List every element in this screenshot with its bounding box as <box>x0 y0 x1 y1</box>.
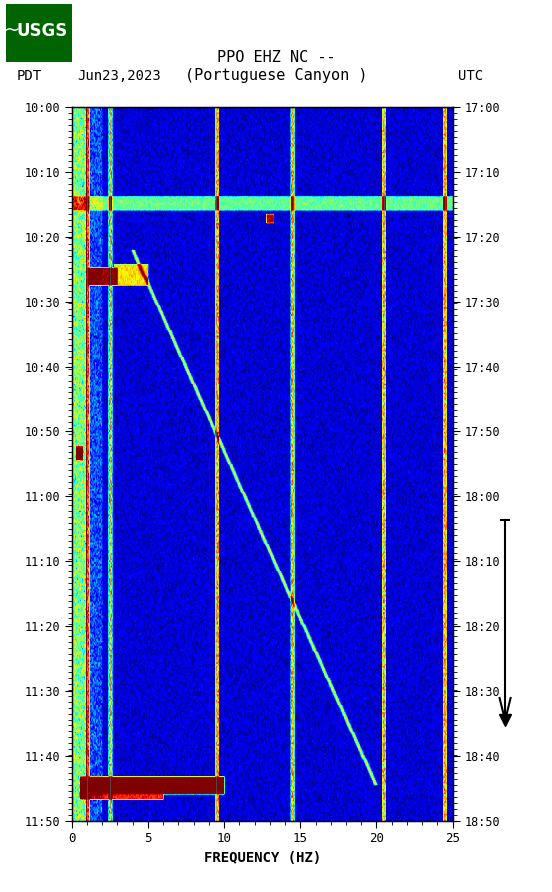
Text: USGS: USGS <box>17 21 67 39</box>
Text: Jun23,2023: Jun23,2023 <box>77 69 161 83</box>
Text: ~: ~ <box>4 21 20 40</box>
Text: PPO EHZ NC --: PPO EHZ NC -- <box>217 51 335 65</box>
Text: UTC: UTC <box>458 69 484 83</box>
Text: PDT: PDT <box>17 69 42 83</box>
FancyBboxPatch shape <box>6 4 72 62</box>
X-axis label: FREQUENCY (HZ): FREQUENCY (HZ) <box>204 851 321 865</box>
Text: (Portuguese Canyon ): (Portuguese Canyon ) <box>185 69 367 83</box>
